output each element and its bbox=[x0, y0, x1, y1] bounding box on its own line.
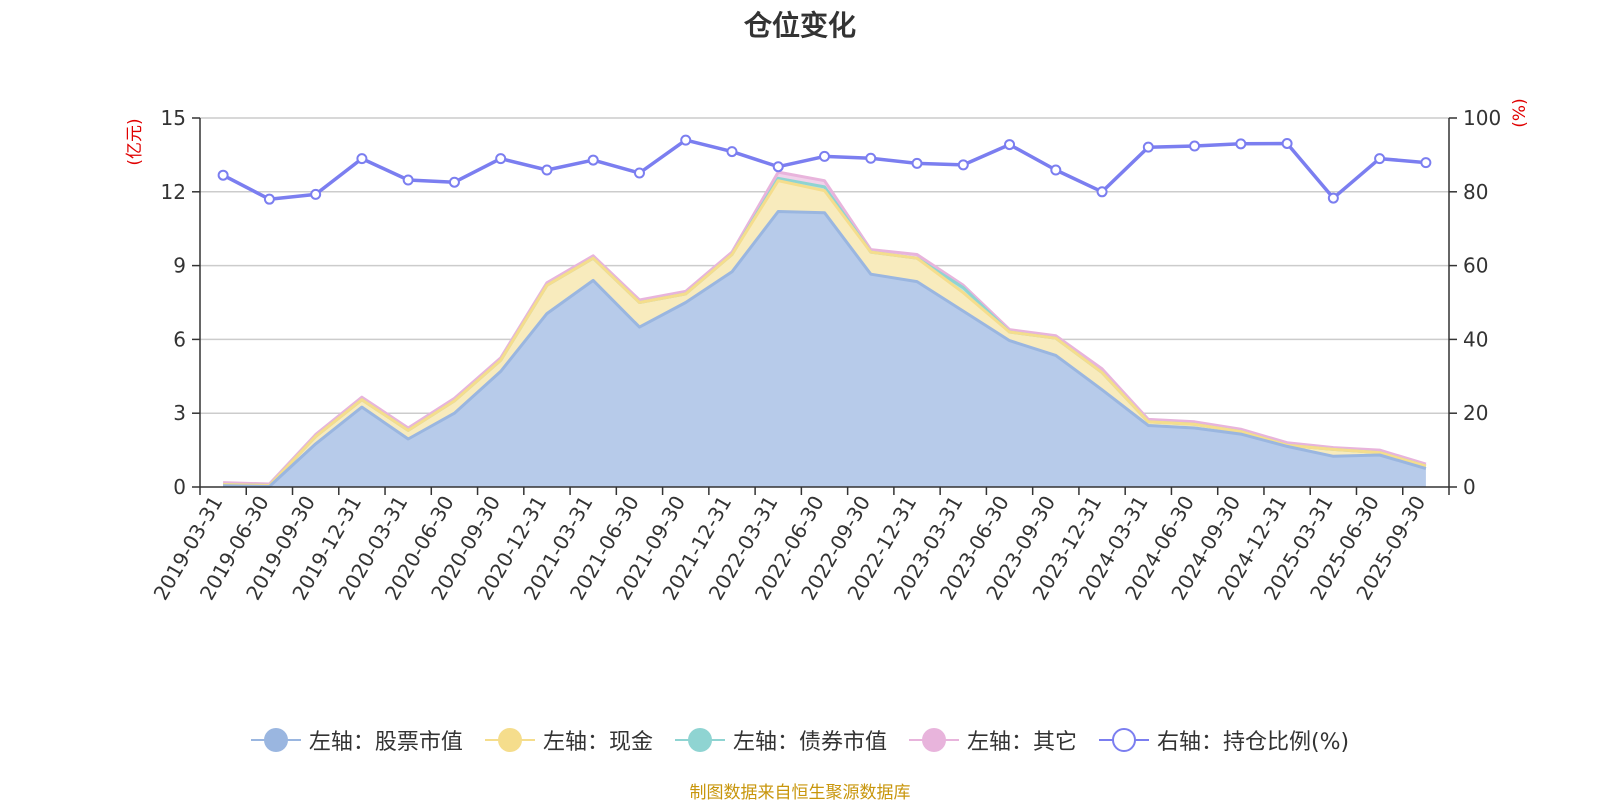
other-line bbox=[223, 170, 1427, 486]
ratio-point bbox=[541, 164, 553, 176]
legend-item-ratio[interactable]: 右轴：持仓比例(%) bbox=[1098, 724, 1350, 756]
ratio-point bbox=[356, 153, 368, 165]
ratio-point bbox=[402, 174, 414, 186]
right-axis-tick-label: 60 bbox=[1463, 254, 1488, 278]
ratio-point bbox=[587, 154, 599, 166]
right-axis-tick-label: 20 bbox=[1463, 401, 1488, 425]
stacked-areas bbox=[223, 170, 1427, 488]
legend-marker-icon bbox=[1098, 725, 1149, 755]
ratio-point bbox=[495, 153, 507, 165]
legend-marker-icon bbox=[908, 725, 959, 755]
ratio-point bbox=[633, 167, 645, 179]
ratio-point bbox=[1420, 157, 1432, 169]
ratio-point bbox=[680, 134, 692, 146]
stock-area bbox=[223, 211, 1426, 487]
legend-label: 左轴：现金 bbox=[542, 730, 653, 755]
legend-marker-icon bbox=[674, 725, 725, 755]
ratio-point bbox=[448, 176, 460, 188]
ratio-point bbox=[1004, 139, 1016, 151]
left-axis-tick-label: 15 bbox=[161, 106, 186, 130]
legend-item-cash[interactable]: 左轴：现金 bbox=[484, 724, 653, 756]
right-axis-tick-label: 0 bbox=[1463, 475, 1476, 499]
source-note: 制图数据来自恒生聚源数据库 bbox=[689, 783, 911, 803]
ratio-point bbox=[263, 193, 275, 205]
ratio-point bbox=[726, 146, 738, 158]
ratio-point bbox=[1142, 141, 1154, 153]
ratio-point bbox=[772, 161, 784, 173]
legend-item-other[interactable]: 左轴：其它 bbox=[908, 724, 1077, 756]
ratio-point bbox=[1189, 140, 1201, 152]
ratio-point bbox=[1374, 153, 1386, 165]
legend: 左轴：股票市值 左轴：现金 左轴：债券市值 左轴：其它 右轴：持仓比例(%) bbox=[0, 722, 1600, 758]
cash-line bbox=[223, 179, 1427, 487]
left-axis-tick-label: 6 bbox=[173, 327, 186, 351]
left-axis-tick-label: 3 bbox=[173, 401, 186, 425]
left-axis-unit: (亿元) bbox=[125, 118, 145, 165]
ratio-point bbox=[1096, 186, 1108, 198]
ratio-point bbox=[1050, 164, 1062, 176]
left-axis-tick-label: 0 bbox=[173, 475, 186, 499]
ratio-point bbox=[957, 159, 969, 171]
legend-label: 右轴：持仓比例(%) bbox=[1156, 730, 1350, 755]
ratio-point bbox=[310, 188, 322, 200]
stock-line bbox=[223, 210, 1427, 488]
ratio-line bbox=[217, 134, 1432, 205]
ratio-point bbox=[1327, 192, 1339, 204]
ratio-point bbox=[217, 169, 229, 181]
legend-label: 左轴：股票市值 bbox=[308, 730, 463, 755]
ratio-point bbox=[819, 150, 830, 162]
ratio-point bbox=[911, 157, 923, 169]
right-axis-tick-label: 80 bbox=[1463, 180, 1488, 204]
legend-item-bond[interactable]: 左轴：债券市值 bbox=[674, 724, 887, 756]
legend-marker-icon bbox=[484, 725, 535, 755]
right-axis-tick-label: 100 bbox=[1463, 106, 1501, 130]
ratio-point bbox=[1281, 137, 1293, 149]
ratio-point bbox=[1235, 138, 1247, 150]
legend-marker-icon bbox=[250, 725, 301, 755]
legend-label: 左轴：其它 bbox=[966, 730, 1077, 755]
ratio-point bbox=[865, 152, 877, 164]
left-axis-tick-label: 9 bbox=[173, 254, 186, 278]
legend-label: 左轴：债券市值 bbox=[732, 730, 887, 755]
legend-item-stock[interactable]: 左轴：股票市值 bbox=[250, 724, 463, 756]
right-axis-tick-label: 40 bbox=[1463, 327, 1488, 351]
left-axis-tick-label: 12 bbox=[161, 180, 186, 204]
chart-title: 仓位变化 bbox=[743, 9, 856, 42]
right-axis-unit: (%) bbox=[1510, 98, 1530, 127]
